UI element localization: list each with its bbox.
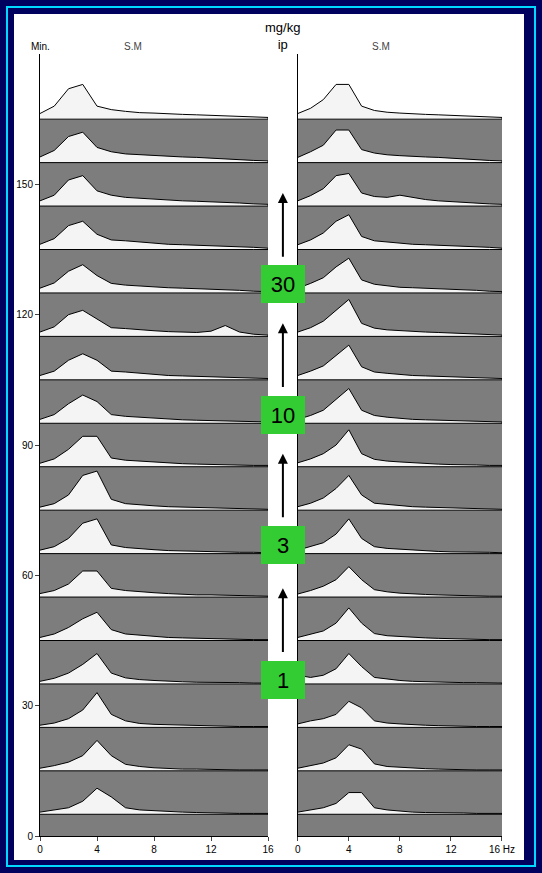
svg-text:16: 16 (262, 844, 274, 855)
svg-text:4: 4 (94, 844, 100, 855)
svg-text:S.M: S.M (124, 41, 142, 52)
svg-text:0: 0 (27, 831, 33, 842)
svg-text:S.M: S.M (372, 41, 390, 52)
svg-text:4: 4 (346, 844, 352, 855)
svg-text:0: 0 (37, 844, 43, 855)
svg-text:12: 12 (445, 844, 457, 855)
svg-text:90: 90 (22, 440, 34, 451)
svg-text:mg/kgip: mg/kgip (265, 20, 300, 52)
svg-text:8: 8 (151, 844, 157, 855)
svg-text:60: 60 (22, 570, 34, 581)
svg-text:30: 30 (271, 272, 295, 297)
svg-text:16 Hz: 16 Hz (489, 844, 515, 855)
svg-text:Min.: Min. (31, 41, 50, 52)
svg-text:8: 8 (397, 844, 403, 855)
svg-text:30: 30 (22, 700, 34, 711)
svg-text:0: 0 (295, 844, 301, 855)
svg-text:120: 120 (16, 309, 33, 320)
svg-text:12: 12 (205, 844, 217, 855)
svg-text:150: 150 (16, 179, 33, 190)
svg-text:10: 10 (271, 403, 295, 428)
svg-text:1: 1 (277, 668, 289, 693)
svg-text:3: 3 (277, 533, 289, 558)
